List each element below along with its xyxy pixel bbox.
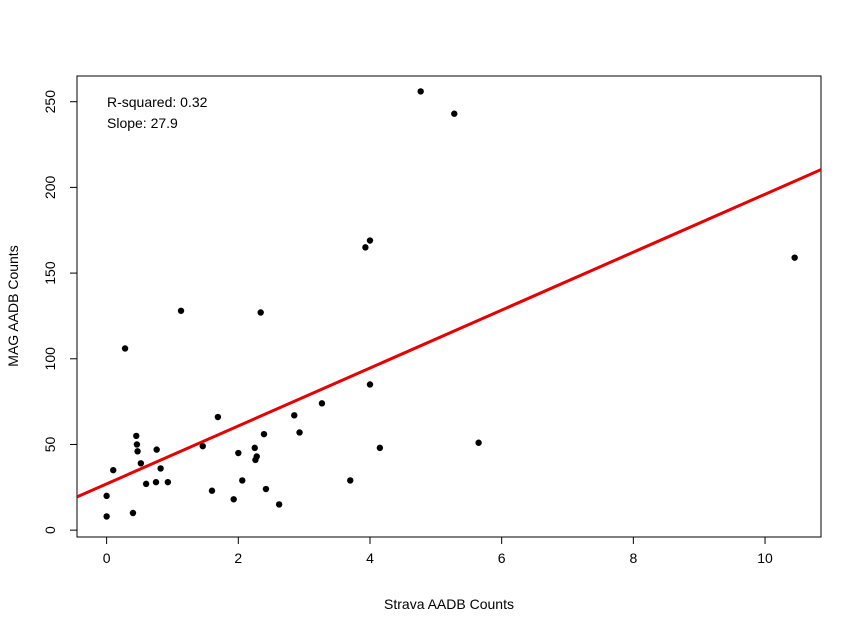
data-point — [208, 487, 216, 494]
data-point — [296, 429, 303, 436]
data-point — [214, 413, 222, 421]
data-point — [199, 442, 206, 450]
data-point — [376, 444, 384, 452]
slope-annotation: Slope: 27.9 — [107, 115, 178, 131]
x-tick-label: 6 — [498, 550, 506, 566]
data-point — [103, 492, 110, 500]
data-point — [417, 88, 424, 95]
points-layer — [103, 88, 798, 520]
y-tick-label: 0 — [42, 526, 58, 534]
x-axis-label: Strava AADB Counts — [384, 596, 514, 612]
y-tick-label: 100 — [42, 347, 58, 371]
data-point — [257, 309, 264, 316]
data-point — [137, 460, 145, 467]
data-point — [347, 477, 354, 484]
data-point — [152, 478, 160, 486]
data-point — [275, 501, 283, 508]
data-point — [451, 110, 458, 117]
data-point — [253, 453, 260, 460]
fit-line-layer — [77, 168, 821, 499]
data-point — [291, 412, 298, 419]
data-point — [366, 237, 374, 244]
data-point — [157, 465, 164, 472]
data-point — [239, 477, 246, 484]
data-point — [121, 345, 129, 352]
data-point — [366, 381, 374, 388]
x-tick-label: 0 — [103, 550, 111, 566]
y-tick-label: 250 — [42, 90, 58, 114]
data-point — [133, 432, 140, 440]
data-point — [129, 509, 137, 517]
r-squared-annotation: R-squared: 0.32 — [107, 94, 208, 110]
data-point — [164, 478, 172, 486]
y-axis-label: MAG AADB Counts — [5, 245, 21, 366]
data-point — [362, 244, 369, 251]
data-point — [260, 430, 268, 438]
y-tick-label: 200 — [42, 176, 58, 200]
data-point — [133, 441, 141, 448]
y-axis: 0 50 100 150 200 250 — [42, 90, 78, 534]
data-point — [251, 444, 258, 452]
plot-frame — [76, 75, 822, 538]
x-tick-label: 4 — [366, 550, 374, 566]
x-axis: 0 2 4 6 8 10 — [103, 536, 773, 566]
data-point — [230, 496, 237, 503]
x-tick-label: 2 — [234, 550, 242, 566]
data-point — [103, 513, 110, 520]
data-point — [177, 307, 185, 314]
y-tick-label: 50 — [42, 436, 58, 452]
data-point — [153, 446, 160, 453]
x-tick-label: 10 — [757, 550, 773, 566]
data-point — [235, 449, 242, 457]
data-point — [262, 485, 270, 493]
data-point — [142, 480, 150, 488]
data-point — [475, 439, 482, 446]
data-point — [791, 254, 798, 261]
x-tick-label: 8 — [629, 550, 637, 566]
data-point — [110, 466, 117, 474]
regression-line — [77, 168, 821, 499]
data-point — [134, 448, 141, 455]
y-tick-label: 150 — [42, 261, 58, 285]
data-point — [318, 400, 326, 407]
